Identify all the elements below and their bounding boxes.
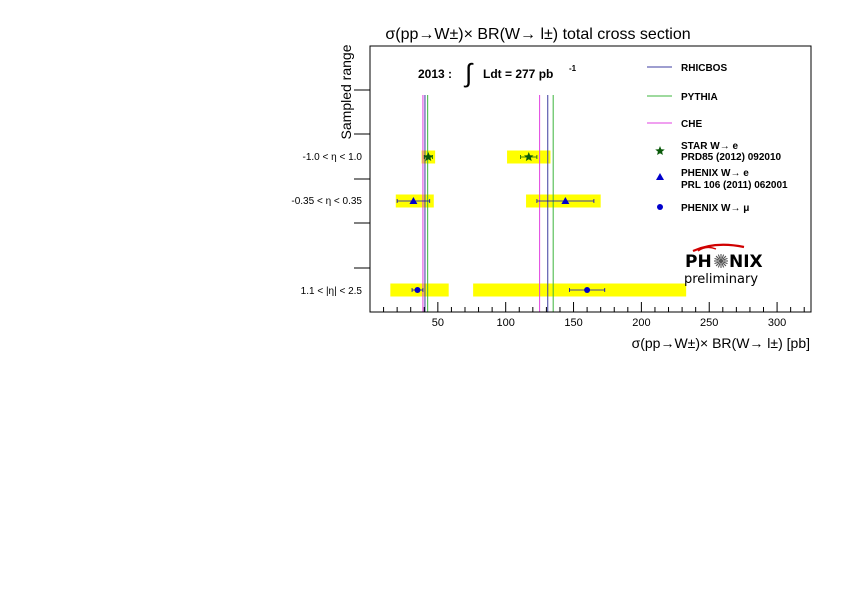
row-label-1: -1.0 < η < 1.0 xyxy=(303,152,363,163)
logo-sun-ray-9 xyxy=(714,257,719,261)
x-axis-label: σ(pp→W±)× BR(W→ l±) [pb] xyxy=(632,335,810,351)
logo-sun-ray-3 xyxy=(721,263,725,268)
legend-symbol-1 xyxy=(656,173,664,180)
logo-sun-ray-10 xyxy=(715,255,720,260)
legend: RHICBOS PYTHIA CHE STAR W→ e PRD85 (2012… xyxy=(647,63,788,214)
luminosity-exponent: -1 xyxy=(569,64,577,73)
luminosity-value: Ldt = 277 pb xyxy=(483,67,553,81)
legend-label-star: STAR W→ e xyxy=(681,141,738,152)
x-tick-label-200: 200 xyxy=(632,317,650,329)
theory-lines xyxy=(422,95,554,312)
x-tick-label-150: 150 xyxy=(564,317,582,329)
logo-subtitle: preliminary xyxy=(684,272,758,287)
logo-sun-ray-7 xyxy=(714,261,719,265)
logo-sun-ray-14 xyxy=(722,255,727,260)
x-tick-label-250: 250 xyxy=(700,317,718,329)
row-label-2: -0.35 < η < 0.35 xyxy=(291,196,362,207)
logo-sun-ray-5 xyxy=(717,263,721,268)
y-axis-ticks xyxy=(354,89,370,269)
data-point-0-1 xyxy=(524,152,534,162)
legend-label-pythia: PYTHIA xyxy=(681,92,718,103)
logo-text-left: PH xyxy=(685,252,712,272)
data-point-1-0 xyxy=(409,197,418,204)
data-points xyxy=(396,152,606,293)
data-point-2-0 xyxy=(414,287,421,293)
logo-sun-core xyxy=(718,258,724,264)
legend-symbol-0 xyxy=(655,146,665,156)
legend-label-phenix-e-ref: PRL 106 (2011) 062001 xyxy=(681,180,788,191)
logo-sun-ray-11 xyxy=(717,254,721,259)
data-point-2-1 xyxy=(584,287,591,293)
x-tick-label-300: 300 xyxy=(768,317,786,329)
legend-label-phenix-e: PHENIX W→ e xyxy=(681,168,749,179)
logo-sun-icon xyxy=(714,254,728,268)
legend-label-star-ref: PRD85 (2012) 092010 xyxy=(681,152,782,163)
x-tick-label-50: 50 xyxy=(432,317,444,329)
logo-text-right: NIX xyxy=(729,252,763,272)
logo-swoosh xyxy=(692,243,745,253)
luminosity-year: 2013 : xyxy=(418,67,452,81)
data-point-0-0 xyxy=(423,152,434,162)
legend-marker-triangle xyxy=(656,173,664,180)
logo-swoosh-inner xyxy=(697,246,717,252)
phenix-logo: PH NIX preliminary xyxy=(684,243,763,287)
x-tick-label-100: 100 xyxy=(497,317,515,329)
legend-marker-star xyxy=(655,146,665,156)
logo-sun-ray-15 xyxy=(723,257,728,261)
integral-sign: ∫ xyxy=(463,58,474,88)
data-point-1-1 xyxy=(561,197,570,204)
logo-sun-ray-1 xyxy=(723,261,728,265)
legend-label-che: CHE xyxy=(681,119,702,130)
logo-sun-ray-13 xyxy=(721,254,725,259)
logo-sun-ray-6 xyxy=(715,262,720,267)
legend-symbol-2 xyxy=(657,204,663,210)
legend-label-rhicbos: RHICBOS xyxy=(681,63,727,74)
luminosity-annotation: 2013 : ∫ Ldt = 277 pb -1 xyxy=(418,58,577,88)
logo-sun-ray-2 xyxy=(722,262,727,267)
y-axis-label: Sampled range xyxy=(338,44,354,139)
legend-marker-circle xyxy=(657,204,663,210)
row-label-3: 1.1 < |η| < 2.5 xyxy=(301,286,363,297)
chart-title: σ(pp→W±)× BR(W→ l±) total cross section xyxy=(385,26,690,43)
x-axis-ticks: 50 100 150 200 250 300 xyxy=(383,302,805,329)
systematic-bands xyxy=(390,150,687,297)
legend-label-phenix-mu: PHENIX W→ μ xyxy=(681,203,749,214)
